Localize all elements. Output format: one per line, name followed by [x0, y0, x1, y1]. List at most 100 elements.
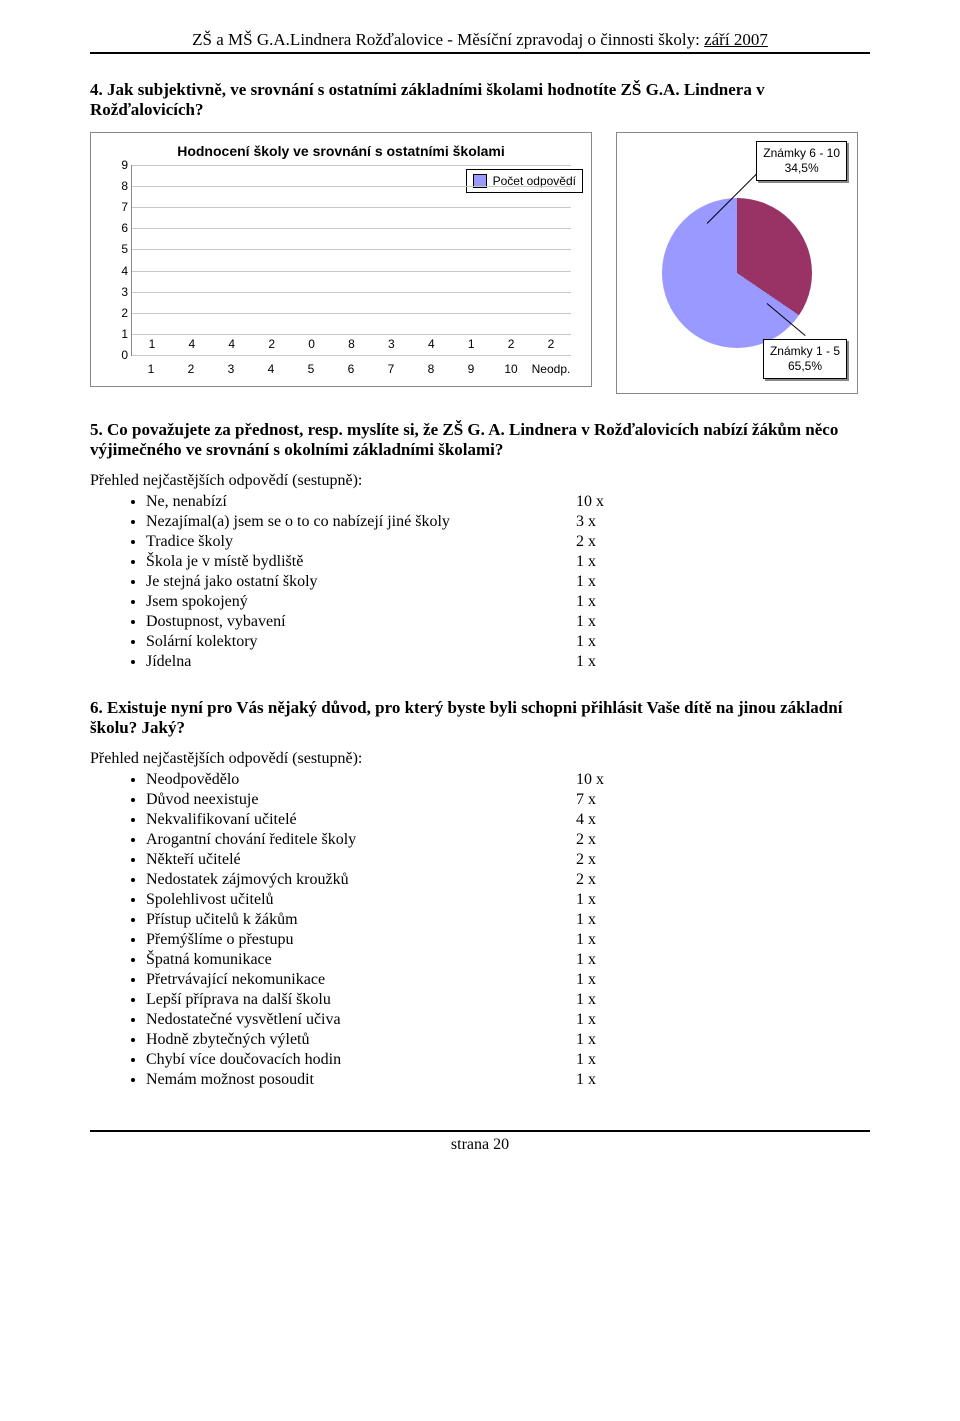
list-item-label: Ne, nenabízí — [146, 493, 576, 511]
y-tick-label: 3 — [110, 285, 128, 299]
y-tick-label: 8 — [110, 179, 128, 193]
list-item-count: 4 x — [576, 811, 636, 829]
q6-heading: 6. Existuje nyní pro Vás nějaký důvod, p… — [90, 698, 870, 738]
list-item: Nezajímal(a) jsem se o to co nabízejí ji… — [146, 512, 870, 532]
y-tick-label: 2 — [110, 306, 128, 320]
plot-area: 012345678914420834122 — [131, 165, 571, 356]
y-tick-label: 1 — [110, 327, 128, 341]
y-tick-label: 6 — [110, 221, 128, 235]
header-date: září 2007 — [704, 30, 768, 49]
list-item-count: 1 x — [576, 931, 636, 949]
x-tick-label: 1 — [131, 362, 171, 376]
list-item-count: 2 x — [576, 831, 636, 849]
list-item-label: Nekvalifikovaní učitelé — [146, 811, 576, 829]
page-footer: strana 20 — [90, 1130, 870, 1154]
header-text: ZŠ a MŠ G.A.Lindnera Rožďalovice - Měsíč… — [192, 30, 704, 49]
pie-chart: Známky 6 - 10 34,5% Známky 1 - 5 65,5% — [616, 132, 858, 394]
list-item: Je stejná jako ostatní školy1 x — [146, 572, 870, 592]
list-item: Nemám možnost posoudit1 x — [146, 1070, 870, 1090]
list-item-count: 1 x — [576, 553, 636, 571]
list-item: Přístup učitelů k žákům1 x — [146, 910, 870, 930]
list-item-label: Přetrvávající nekomunikace — [146, 971, 576, 989]
list-item: Přetrvávající nekomunikace1 x — [146, 970, 870, 990]
list-item: Jsem spokojený1 x — [146, 592, 870, 612]
list-item-label: Neodpovědělo — [146, 771, 576, 789]
list-item-count: 1 x — [576, 613, 636, 631]
y-tick-label: 0 — [110, 348, 128, 362]
list-item-count: 1 x — [576, 891, 636, 909]
list-item-label: Důvod neexistuje — [146, 791, 576, 809]
q6-intro: Přehled nejčastějších odpovědí (sestupně… — [90, 750, 870, 768]
list-item-count: 7 x — [576, 791, 636, 809]
x-tick-label: 5 — [291, 362, 331, 376]
x-axis: 12345678910Neodp. — [131, 362, 571, 376]
bar-chart: Hodnocení školy ve srovnání s ostatními … — [90, 132, 592, 387]
list-item-label: Škola je v místě bydliště — [146, 553, 576, 571]
list-item: Přemýšlíme o přestupu1 x — [146, 930, 870, 950]
q6-list: Neodpovědělo10 xDůvod neexistuje7 xNekva… — [90, 770, 870, 1090]
x-tick-label: 3 — [211, 362, 251, 376]
list-item-label: Nezajímal(a) jsem se o to co nabízejí ji… — [146, 513, 576, 531]
list-item-label: Nedostatečné vysvětlení učiva — [146, 1011, 576, 1029]
list-item: Nekvalifikovaní učitelé4 x — [146, 810, 870, 830]
list-item-label: Tradice školy — [146, 533, 576, 551]
list-item-label: Spolehlivost učitelů — [146, 891, 576, 909]
list-item-label: Jsem spokojený — [146, 593, 576, 611]
list-item-label: Jídelna — [146, 653, 576, 671]
x-tick-label: 2 — [171, 362, 211, 376]
list-item: Ne, nenabízí10 x — [146, 492, 870, 512]
pie-disc — [662, 198, 812, 348]
charts-row: Hodnocení školy ve srovnání s ostatními … — [90, 132, 870, 394]
list-item-count: 1 x — [576, 1011, 636, 1029]
list-item: Arogantní chování ředitele školy2 x — [146, 830, 870, 850]
list-item-label: Chybí více doučovacích hodin — [146, 1051, 576, 1069]
bar-value-label: 8 — [348, 337, 355, 351]
pie-top-line2: 34,5% — [785, 161, 819, 175]
list-item-label: Dostupnost, vybavení — [146, 613, 576, 631]
list-item-label: Lepší příprava na další školu — [146, 991, 576, 1009]
list-item: Někteří učitelé2 x — [146, 850, 870, 870]
list-item: Nedostatečné vysvětlení učiva1 x — [146, 1010, 870, 1030]
x-tick-label: 8 — [411, 362, 451, 376]
bar-chart-title: Hodnocení školy ve srovnání s ostatními … — [91, 133, 591, 165]
pie-callout-bottom: Známky 1 - 5 65,5% — [763, 339, 847, 379]
list-item-count: 1 x — [576, 971, 636, 989]
bar-value-label: 3 — [388, 337, 395, 351]
y-tick-label: 9 — [110, 158, 128, 172]
bar-value-label: 2 — [268, 337, 275, 351]
list-item-count: 1 x — [576, 1071, 636, 1089]
q5-list: Ne, nenabízí10 xNezajímal(a) jsem se o t… — [90, 492, 870, 672]
x-tick-label: 4 — [251, 362, 291, 376]
x-tick-label: 9 — [451, 362, 491, 376]
list-item: Jídelna1 x — [146, 652, 870, 672]
list-item-count: 1 x — [576, 951, 636, 969]
list-item-label: Hodně zbytečných výletů — [146, 1031, 576, 1049]
list-item-count: 1 x — [576, 1031, 636, 1049]
list-item-count: 1 x — [576, 593, 636, 611]
list-item: Hodně zbytečných výletů1 x — [146, 1030, 870, 1050]
bar-value-label: 1 — [149, 337, 156, 351]
list-item-label: Nedostatek zájmových kroužků — [146, 871, 576, 889]
bar-value-label: 1 — [468, 337, 475, 351]
list-item-label: Někteří učitelé — [146, 851, 576, 869]
list-item-count: 2 x — [576, 533, 636, 551]
q5-heading: 5. Co považujete za přednost, resp. mysl… — [90, 420, 870, 460]
list-item-label: Přístup učitelů k žákům — [146, 911, 576, 929]
y-tick-label: 4 — [110, 264, 128, 278]
list-item-count: 2 x — [576, 871, 636, 889]
page-header: ZŠ a MŠ G.A.Lindnera Rožďalovice - Měsíč… — [90, 30, 870, 54]
list-item: Spolehlivost učitelů1 x — [146, 890, 870, 910]
list-item: Solární kolektory1 x — [146, 632, 870, 652]
list-item: Důvod neexistuje7 x — [146, 790, 870, 810]
bar-value-label: 2 — [508, 337, 515, 351]
list-item-label: Nemám možnost posoudit — [146, 1071, 576, 1089]
list-item-count: 2 x — [576, 851, 636, 869]
list-item-count: 10 x — [576, 771, 636, 789]
list-item: Špatná komunikace1 x — [146, 950, 870, 970]
list-item-count: 1 x — [576, 1051, 636, 1069]
list-item-count: 1 x — [576, 633, 636, 651]
list-item-label: Je stejná jako ostatní školy — [146, 573, 576, 591]
list-item-count: 1 x — [576, 653, 636, 671]
list-item: Tradice školy2 x — [146, 532, 870, 552]
list-item-count: 3 x — [576, 513, 636, 531]
